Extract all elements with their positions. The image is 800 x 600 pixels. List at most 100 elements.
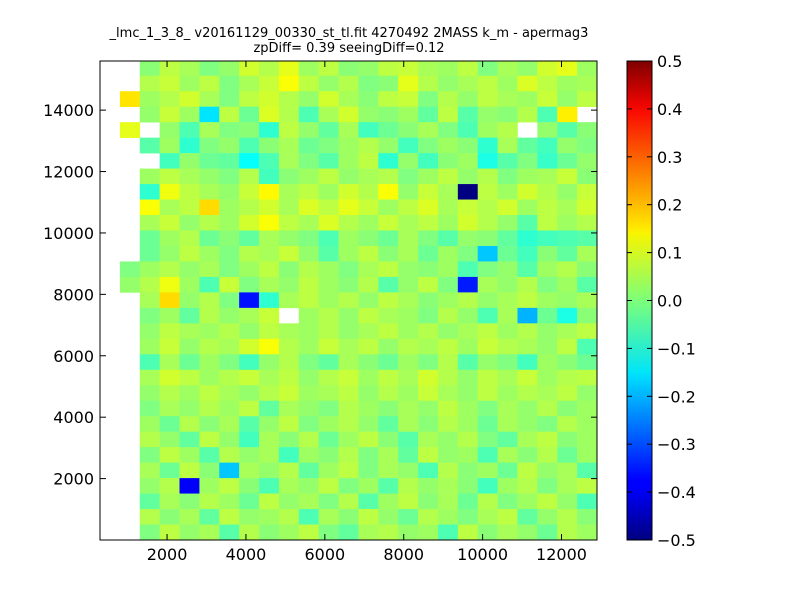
heatmap-cell: [517, 338, 538, 355]
heatmap-cell: [199, 524, 220, 541]
heatmap-cell: [378, 168, 399, 185]
heatmap-cell: [557, 230, 578, 247]
heatmap-cell: [398, 431, 419, 448]
heatmap-cell: [577, 323, 598, 340]
heatmap-cell: [159, 462, 180, 479]
heatmap-cell: [179, 122, 200, 138]
heatmap-cell: [378, 369, 399, 386]
heatmap-cell: [537, 400, 558, 417]
heatmap-cell: [457, 462, 479, 479]
heatmap-cell: [239, 416, 260, 432]
heatmap-cell: [159, 276, 180, 293]
heatmap-cell: [398, 137, 419, 154]
heatmap-cell: [298, 245, 319, 262]
heatmap-cell: [239, 245, 260, 262]
heatmap-cell: [318, 385, 339, 402]
heatmap-cell: [517, 106, 538, 123]
heatmap-cell: [437, 307, 459, 324]
heatmap-cell: [159, 215, 180, 231]
heatmap-cell: [378, 292, 399, 309]
heatmap-cell: [418, 307, 439, 324]
heatmap-cell: [318, 106, 339, 123]
heatmap-cell: [199, 400, 220, 417]
heatmap-cell: [437, 369, 459, 386]
heatmap-cell: [278, 338, 300, 355]
heatmap-cell: [259, 137, 280, 154]
heatmap-cell: [259, 276, 280, 293]
heatmap-cell: [398, 400, 419, 417]
heatmap-cell: [437, 75, 459, 92]
heatmap-cell: [537, 338, 558, 355]
heatmap-cell: [378, 509, 399, 525]
plot-area-frame: [99, 60, 598, 541]
heatmap-cell: [418, 416, 439, 432]
heatmap-cell: [537, 478, 558, 494]
heatmap-cell: [497, 292, 518, 309]
heatmap-cell: [179, 416, 200, 432]
heatmap-cell: [159, 292, 180, 309]
heatmap-cell: [139, 75, 160, 92]
heatmap-cell: [497, 509, 518, 525]
heatmap-cell: [318, 230, 339, 247]
heatmap-cell: [219, 416, 240, 432]
heatmap-cell: [199, 447, 220, 463]
heatmap-cell: [557, 307, 578, 324]
heatmap-cell: [219, 276, 240, 293]
heatmap-cell: [318, 323, 339, 340]
heatmap-cell: [477, 215, 498, 231]
heatmap-cell: [398, 184, 419, 200]
heatmap-cell: [119, 91, 141, 107]
heatmap-cell: [557, 245, 578, 262]
heatmap-cell: [159, 153, 180, 169]
heatmap-cell: [298, 168, 319, 185]
heatmap-cell: [497, 369, 518, 386]
heatmap-cell: [577, 137, 598, 154]
heatmap-cell: [477, 292, 498, 309]
heatmap-cell: [338, 91, 359, 107]
heatmap-cell: [139, 91, 160, 107]
heatmap-cell: [577, 524, 598, 541]
heatmap-cell: [318, 91, 339, 107]
heatmap-cell: [219, 122, 240, 138]
heatmap-cell: [239, 385, 260, 402]
heatmap-cell: [239, 323, 260, 340]
heatmap-cell: [497, 524, 518, 541]
heatmap-cell: [159, 168, 180, 185]
heatmap-cell: [497, 416, 518, 432]
heatmap-cell: [358, 199, 379, 216]
heatmap-cell: [418, 493, 439, 510]
heatmap-cell: [358, 509, 379, 525]
heatmap-cell: [418, 245, 439, 262]
heatmap-cell: [159, 369, 180, 386]
heatmap-cell: [179, 400, 200, 417]
heatmap-cell: [418, 400, 439, 417]
heatmap-cell: [378, 199, 399, 216]
heatmap-cell: [298, 91, 319, 107]
heatmap-cell: [179, 168, 200, 185]
heatmap-cell: [477, 385, 498, 402]
heatmap-cell: [338, 338, 359, 355]
heatmap-cell: [517, 168, 538, 185]
heatmap-cell: [358, 230, 379, 247]
y-tick-labels: 2000 4000 6000 8000 10000 12000 14000: [43, 101, 94, 488]
heatmap-cell: [477, 61, 498, 77]
heatmap-cell: [259, 524, 280, 541]
heatmap-cell: [378, 493, 399, 510]
colorbar-tick-label: 0.0: [657, 292, 682, 311]
heatmap-cell: [398, 106, 419, 123]
heatmap-cell: [557, 416, 578, 432]
heatmap-cell: [259, 354, 280, 371]
heatmap-cell: [278, 431, 300, 448]
heatmap-cell: [437, 509, 459, 525]
heatmap-cell: [159, 493, 180, 510]
heatmap-cell: [139, 385, 160, 402]
heatmap-cell: [318, 292, 339, 309]
heatmap-cell: [338, 524, 359, 541]
heatmap-cell: [497, 137, 518, 154]
heatmap-cell: [199, 75, 220, 92]
heatmap-cell: [577, 61, 598, 77]
heatmap-cell: [358, 447, 379, 463]
heatmap-cell: [557, 276, 578, 293]
heatmap-cell: [298, 447, 319, 463]
heatmap-cell: [298, 354, 319, 371]
